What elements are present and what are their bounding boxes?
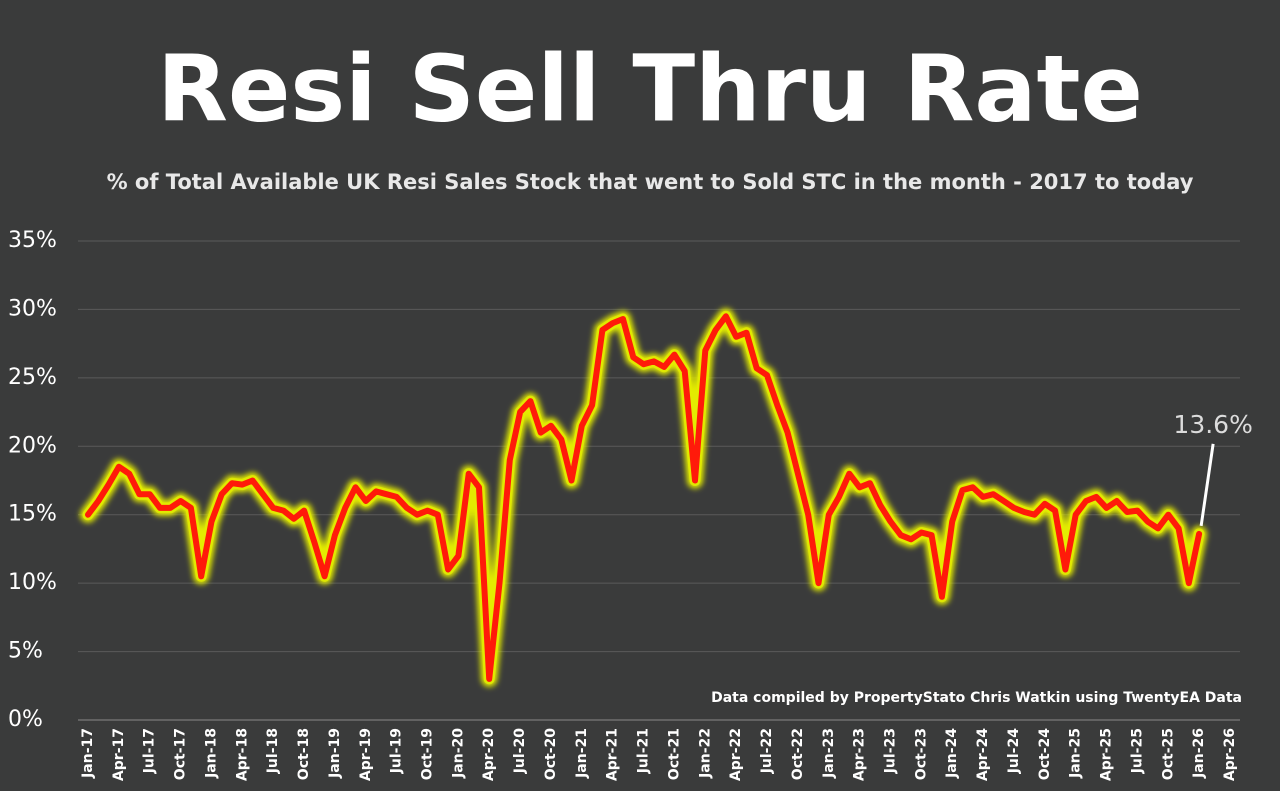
x-tick-label: Jul-18 — [265, 728, 281, 774]
y-tick-label: 35% — [8, 228, 57, 253]
y-tick-label: 25% — [8, 365, 57, 390]
x-tick-label: Oct-24 — [1037, 728, 1053, 780]
x-tick-label: Jan-20 — [450, 728, 466, 779]
chart-subtitle: % of Total Available UK Resi Sales Stock… — [107, 170, 1194, 194]
x-tick-label: Jul-20 — [512, 728, 528, 775]
y-tick-label: 30% — [8, 296, 57, 321]
x-tick-label: Apr-19 — [358, 728, 374, 781]
x-tick-label: Oct-18 — [296, 728, 312, 780]
value-label: 13.6% — [1173, 410, 1252, 439]
x-tick-label: Apr-23 — [852, 728, 868, 781]
x-tick-label: Jul-17 — [142, 728, 158, 774]
annotation-pointer — [1199, 443, 1215, 527]
x-tick-label: Jul-22 — [759, 728, 775, 774]
y-tick-label: 15% — [8, 502, 57, 527]
x-tick-label: Oct-25 — [1160, 728, 1176, 780]
x-tick-label: Jan-17 — [80, 728, 96, 779]
x-tick-label: Jan-21 — [574, 728, 590, 779]
data-line — [85, 313, 1203, 682]
x-tick-label: Oct-20 — [543, 728, 559, 780]
chart-title: Resi Sell Thru Rate — [157, 35, 1143, 142]
y-tick-label: 20% — [8, 433, 57, 458]
x-tick-label: Oct-23 — [913, 728, 929, 780]
y-tick-label: 5% — [8, 639, 43, 664]
x-tick-label: Apr-24 — [975, 728, 991, 781]
x-tick-label: Jan-19 — [327, 728, 343, 779]
x-tick-label: Jul-21 — [636, 728, 652, 774]
x-tick-label: Jan-25 — [1068, 728, 1084, 779]
x-tick-label: Oct-17 — [173, 728, 189, 780]
x-tick-label: Jul-24 — [1006, 728, 1022, 775]
x-tick-label: Apr-20 — [481, 728, 497, 781]
x-tick-label: Oct-21 — [666, 728, 682, 780]
x-tick-label: Apr-17 — [111, 728, 127, 781]
x-tick-label: Oct-22 — [790, 728, 806, 780]
x-tick-label: Apr-21 — [605, 728, 621, 781]
x-tick-label: Apr-26 — [1222, 728, 1238, 781]
x-tick-label: Jan-26 — [1191, 728, 1207, 779]
x-tick-label: Apr-25 — [1099, 728, 1115, 781]
x-tick-label: Apr-22 — [728, 728, 744, 781]
line-glow — [80, 308, 1208, 687]
x-tick-label: Jan-22 — [697, 728, 713, 779]
x-tick-label: Oct-19 — [420, 728, 436, 780]
x-tick-label: Jan-24 — [944, 728, 960, 779]
x-tick-label: Jul-23 — [882, 728, 898, 774]
x-tick-label: Jan-23 — [821, 728, 837, 779]
x-tick-label: Apr-18 — [234, 728, 250, 781]
y-tick-label: 0% — [8, 707, 43, 732]
y-tick-label: 10% — [8, 570, 57, 595]
x-tick-label: Jul-25 — [1129, 728, 1145, 774]
source-note: Data compiled by PropertyStato Chris Wat… — [711, 690, 1242, 706]
x-tick-label: Jul-19 — [389, 728, 405, 774]
x-tick-label: Jan-18 — [203, 728, 219, 779]
